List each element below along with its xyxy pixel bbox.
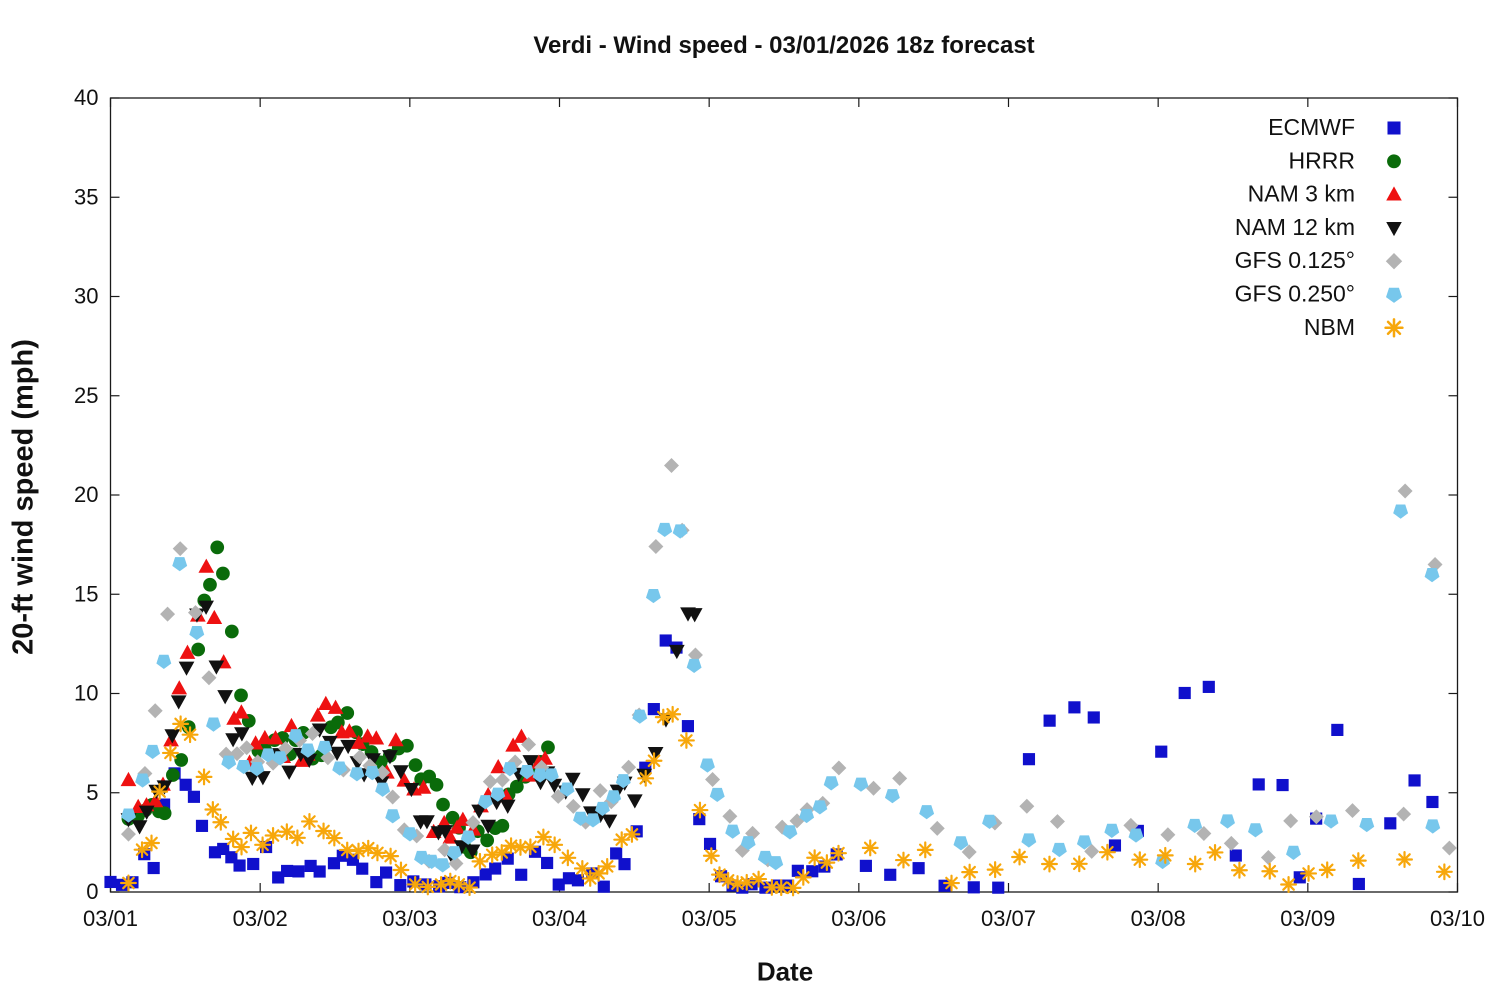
svg-text:35: 35: [74, 184, 98, 209]
svg-text:ECMWF: ECMWF: [1268, 114, 1355, 140]
svg-text:03/05: 03/05: [682, 906, 737, 931]
svg-text:03/10: 03/10: [1430, 906, 1485, 931]
svg-text:NAM 3 km: NAM 3 km: [1248, 181, 1355, 207]
svg-text:0: 0: [86, 879, 98, 904]
svg-text:03/04: 03/04: [532, 906, 587, 931]
svg-text:GFS 0.125°: GFS 0.125°: [1235, 247, 1355, 273]
svg-text:25: 25: [74, 383, 98, 408]
svg-text:40: 40: [74, 85, 98, 110]
svg-text:03/06: 03/06: [831, 906, 886, 931]
svg-text:5: 5: [86, 780, 98, 805]
svg-text:03/02: 03/02: [233, 906, 288, 931]
svg-text:03/03: 03/03: [382, 906, 437, 931]
svg-text:HRRR: HRRR: [1289, 147, 1355, 173]
svg-text:20: 20: [74, 482, 98, 507]
svg-text:03/08: 03/08: [1131, 906, 1186, 931]
svg-text:NBM: NBM: [1304, 314, 1355, 340]
svg-text:10: 10: [74, 681, 98, 706]
svg-text:03/09: 03/09: [1280, 906, 1335, 931]
svg-text:NAM 12 km: NAM 12 km: [1235, 214, 1355, 240]
svg-text:GFS 0.250°: GFS 0.250°: [1235, 281, 1355, 307]
svg-text:30: 30: [74, 284, 98, 309]
svg-text:03/01: 03/01: [83, 906, 138, 931]
svg-text:15: 15: [74, 581, 98, 606]
svg-text:03/07: 03/07: [981, 906, 1036, 931]
